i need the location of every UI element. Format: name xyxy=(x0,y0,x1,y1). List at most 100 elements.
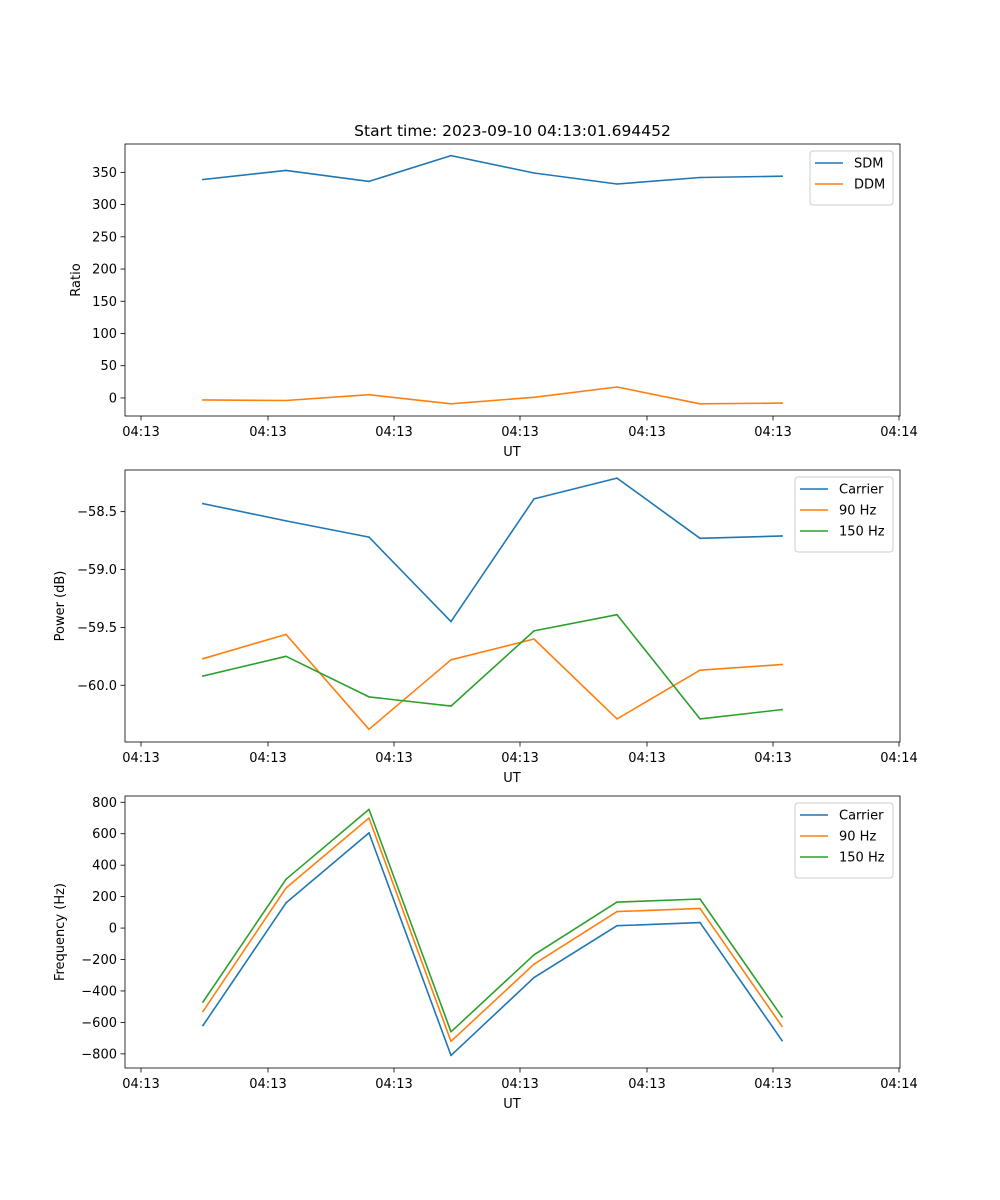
legend-label: 150 Hz xyxy=(839,525,885,540)
data-point xyxy=(202,502,204,505)
x-tick-label: 04:13 xyxy=(122,751,159,766)
data-point xyxy=(285,520,287,522)
data-point xyxy=(202,1024,204,1027)
y-tick-label: 0 xyxy=(109,922,117,937)
legend-label: SDM xyxy=(854,157,883,172)
x-tick-label: 04:13 xyxy=(628,751,665,766)
data-point xyxy=(285,655,287,658)
data-point xyxy=(285,633,287,636)
data-point xyxy=(781,1016,783,1018)
data-point xyxy=(285,878,287,881)
chart-panel-1: 04:13 04:13 04:13 04:13 04:13 04:13 04:14 0 50 10… xyxy=(69,122,918,460)
series-line xyxy=(202,633,783,731)
x-tick-label: 04:13 xyxy=(754,751,791,766)
y-tick-label: 0 xyxy=(109,391,117,406)
x-tick-label: 04:13 xyxy=(122,1077,159,1092)
data-point xyxy=(450,659,452,661)
chart-panel-2: 04:13 04:13 04:13 04:13 04:13 04:13 04:14 −60.0… xyxy=(53,469,918,786)
y-tick-label: −58.5 xyxy=(77,505,117,520)
y-tick-label: 50 xyxy=(100,359,117,374)
data-point xyxy=(450,620,452,623)
data-point xyxy=(368,393,370,396)
chart-panel-3: 04:13 04:13 04:13 04:13 04:13 04:13 04:14 −800 −… xyxy=(53,795,918,1112)
data-point xyxy=(533,638,535,640)
data-point xyxy=(616,924,618,927)
y-tick-label: 600 xyxy=(92,827,117,842)
y-tick-label: 200 xyxy=(92,890,117,905)
x-tick-label: 04:13 xyxy=(375,1077,412,1092)
data-point xyxy=(368,817,370,819)
legend-label: 150 Hz xyxy=(839,851,885,866)
data-point xyxy=(450,1054,452,1057)
y-tick-label: −600 xyxy=(81,1016,117,1031)
x-tick-label: 04:13 xyxy=(375,751,412,766)
x-tick-label: 04:14 xyxy=(880,751,917,766)
series-90-hz xyxy=(201,817,784,1043)
data-point xyxy=(285,169,287,172)
data-point xyxy=(202,657,204,660)
x-tick-label: 04:13 xyxy=(501,425,538,440)
data-point xyxy=(781,175,783,177)
series-line xyxy=(201,817,784,1043)
data-point xyxy=(533,172,535,174)
x-tick-label: 04:13 xyxy=(754,425,791,440)
series-line xyxy=(202,613,783,720)
legend: Carrier 90 Hz 150 Hz xyxy=(794,802,894,879)
data-point xyxy=(202,675,204,677)
data-point xyxy=(368,728,370,731)
y-tick-label: −59.0 xyxy=(77,563,117,578)
series-90-hz xyxy=(202,633,783,731)
x-tick-label: 04:13 xyxy=(375,425,412,440)
legend-label: 90 Hz xyxy=(839,830,876,845)
y-tick-label: −60.0 xyxy=(77,679,117,694)
data-point xyxy=(616,901,618,903)
data-point xyxy=(533,976,535,979)
data-point xyxy=(699,907,701,910)
x-tick-label: 04:13 xyxy=(249,425,286,440)
data-point xyxy=(450,1031,452,1033)
data-point xyxy=(285,902,287,904)
data-point xyxy=(533,498,535,500)
y-axis-label: Ratio xyxy=(69,263,84,296)
series-carrier xyxy=(201,832,784,1057)
plot-frame xyxy=(124,795,901,1069)
y-tick-label: 800 xyxy=(92,796,117,811)
series-150-hz xyxy=(202,613,783,720)
x-axis-label: UT xyxy=(503,1097,521,1112)
data-point xyxy=(368,696,370,698)
x-tick-label: 04:13 xyxy=(249,751,286,766)
x-axis-label: UT xyxy=(503,445,521,460)
data-point xyxy=(202,178,204,181)
data-point xyxy=(202,399,204,401)
legend-label: DDM xyxy=(854,178,885,193)
x-tick-label: 04:13 xyxy=(249,1077,286,1092)
data-point xyxy=(368,832,370,834)
data-point xyxy=(699,176,701,179)
data-point xyxy=(368,536,370,538)
series-150-hz xyxy=(201,808,784,1033)
data-point xyxy=(616,613,618,616)
x-tick-label: 04:14 xyxy=(880,425,917,440)
y-tick-label: 350 xyxy=(92,166,117,181)
x-axis-label: UT xyxy=(503,771,521,786)
data-point xyxy=(781,402,783,404)
y-tick-label: −800 xyxy=(81,1047,117,1062)
data-point xyxy=(781,663,783,666)
y-tick-label: −59.5 xyxy=(77,621,117,636)
data-point xyxy=(616,386,618,388)
data-point xyxy=(533,630,535,632)
y-tick-label: 100 xyxy=(92,327,117,342)
series-line xyxy=(201,832,784,1057)
data-point xyxy=(781,535,783,537)
series-line xyxy=(202,386,783,405)
data-point xyxy=(368,180,370,183)
data-point xyxy=(699,537,701,540)
data-point xyxy=(533,396,535,399)
legend-box xyxy=(794,802,894,879)
legend-label: 90 Hz xyxy=(839,504,876,519)
data-point xyxy=(699,403,701,405)
legend-label: Carrier xyxy=(839,809,884,824)
legend: SDM DDM xyxy=(809,150,894,206)
plot-frame xyxy=(124,469,901,743)
